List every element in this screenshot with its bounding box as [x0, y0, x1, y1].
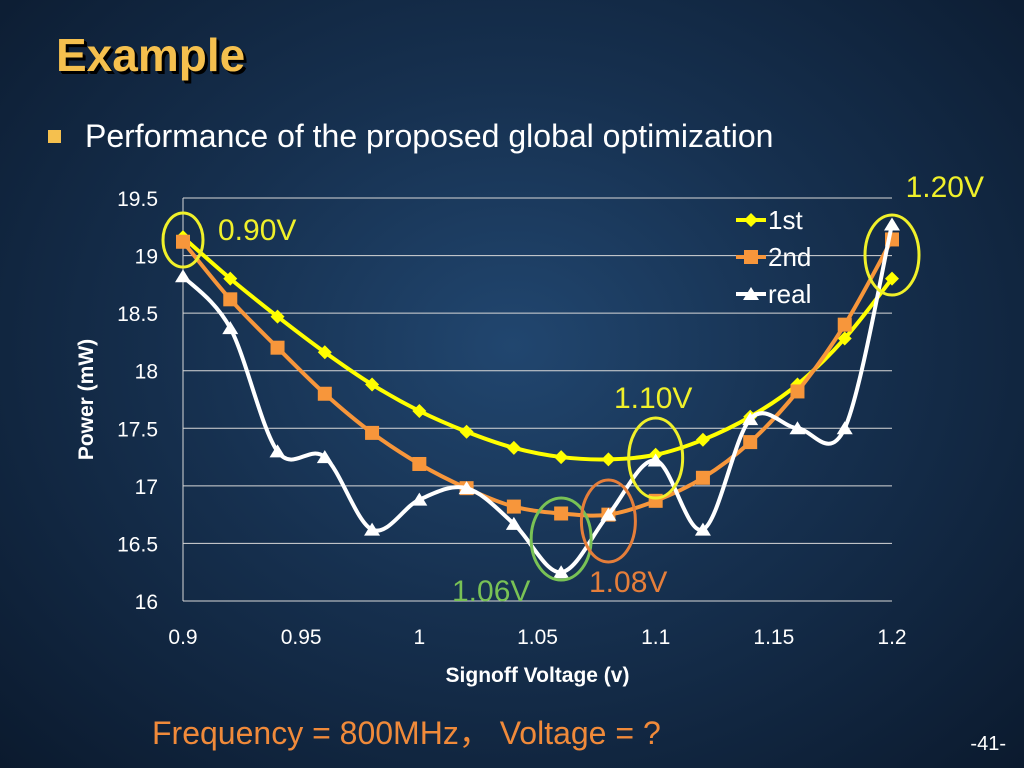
data-point-2nd [223, 292, 238, 307]
data-point-2nd [554, 506, 569, 521]
bullet-point: Performance of the proposed global optim… [48, 118, 773, 155]
x-tick-label: 1.15 [753, 626, 794, 649]
data-point-real [884, 217, 900, 231]
x-tick-label: 1 [413, 626, 425, 649]
series-line-real [181, 224, 894, 575]
data-point-2nd [506, 499, 521, 514]
page-number: -41- [970, 733, 1006, 755]
data-point-1st [837, 331, 852, 346]
data-point-2nd [412, 456, 427, 471]
callout-label-0.90V: 0.90V [218, 214, 296, 247]
legend-marker-2nd [744, 250, 758, 264]
data-point-real [222, 321, 239, 335]
data-point-1st [270, 309, 285, 324]
series-line-2nd [181, 238, 894, 518]
callout-label-1.10V: 1.10V [614, 382, 692, 415]
data-point-1st [459, 424, 474, 439]
y-tick-label: 17 [135, 476, 158, 499]
data-point-1st [412, 404, 427, 419]
callout-ellipse-1.20V [863, 213, 921, 297]
data-point-2nd [270, 340, 285, 355]
legend-label-1st: 1st [768, 205, 803, 235]
x-tick-label: 0.95 [281, 626, 322, 649]
y-tick-label: 16 [135, 591, 158, 614]
series-line-1st [181, 235, 894, 462]
data-point-real [411, 492, 428, 506]
callout-label-1.06V: 1.06V [452, 575, 530, 608]
data-point-1st [554, 450, 569, 465]
callout-ellipse-1.06V [529, 496, 593, 582]
x-tick-label: 0.9 [168, 626, 197, 649]
y-tick-label: 18.5 [117, 303, 158, 326]
y-tick-label: 17.5 [117, 418, 158, 441]
data-point-1st [506, 440, 521, 455]
data-point-2nd [695, 470, 710, 485]
data-point-2nd [365, 425, 380, 440]
data-point-2nd [317, 386, 332, 401]
data-point-2nd [743, 435, 758, 450]
data-point-real [269, 444, 286, 458]
data-point-real [600, 507, 617, 521]
data-point-1st [317, 345, 332, 360]
bullet-square-icon [48, 130, 61, 143]
data-point-1st [365, 377, 380, 392]
y-axis-title: Power (mW) [75, 339, 98, 460]
data-point-2nd [176, 234, 190, 249]
data-point-real [316, 450, 333, 464]
data-point-2nd [837, 317, 852, 332]
footer-note: Frequency = 800MHz， Voltage = ? [152, 715, 661, 751]
data-point-real [647, 453, 664, 467]
legend-label-2nd: 2nd [768, 242, 811, 272]
data-point-1st [223, 271, 238, 286]
y-tick-label: 18 [135, 361, 158, 384]
data-point-1st [695, 432, 710, 447]
x-tick-label: 1.2 [877, 626, 906, 649]
legend-marker-real [743, 287, 759, 300]
data-point-real [836, 421, 853, 435]
x-tick-label: 1.05 [517, 626, 558, 649]
bullet-text: Performance of the proposed global optim… [85, 118, 774, 154]
y-tick-label: 19 [135, 246, 158, 269]
data-point-real [505, 516, 522, 530]
callout-label-1.08V: 1.08V [589, 566, 667, 599]
data-point-1st [885, 271, 899, 286]
data-point-real [742, 412, 759, 426]
data-point-real [553, 565, 570, 579]
legend-label-real: real [768, 279, 811, 309]
y-tick-label: 16.5 [117, 533, 158, 556]
slide-title: Example [56, 29, 246, 81]
data-point-1st [601, 452, 616, 467]
x-tick-label: 1.1 [641, 626, 670, 649]
callout-ellipse-1.10V [627, 416, 685, 500]
callout-label-1.20V: 1.20V [906, 171, 984, 204]
data-point-real [694, 522, 711, 536]
data-point-real [789, 421, 806, 435]
x-axis-title: Signoff Voltage (v) [446, 664, 630, 687]
callout-ellipse-0.90V [161, 211, 205, 269]
data-point-real [175, 269, 191, 283]
data-point-2nd [790, 384, 805, 399]
data-point-real [458, 481, 475, 495]
callout-ellipse-1.08V [579, 478, 637, 564]
legend-marker-1st [744, 213, 758, 227]
data-point-real [364, 522, 381, 536]
y-tick-label: 19.5 [117, 188, 158, 211]
